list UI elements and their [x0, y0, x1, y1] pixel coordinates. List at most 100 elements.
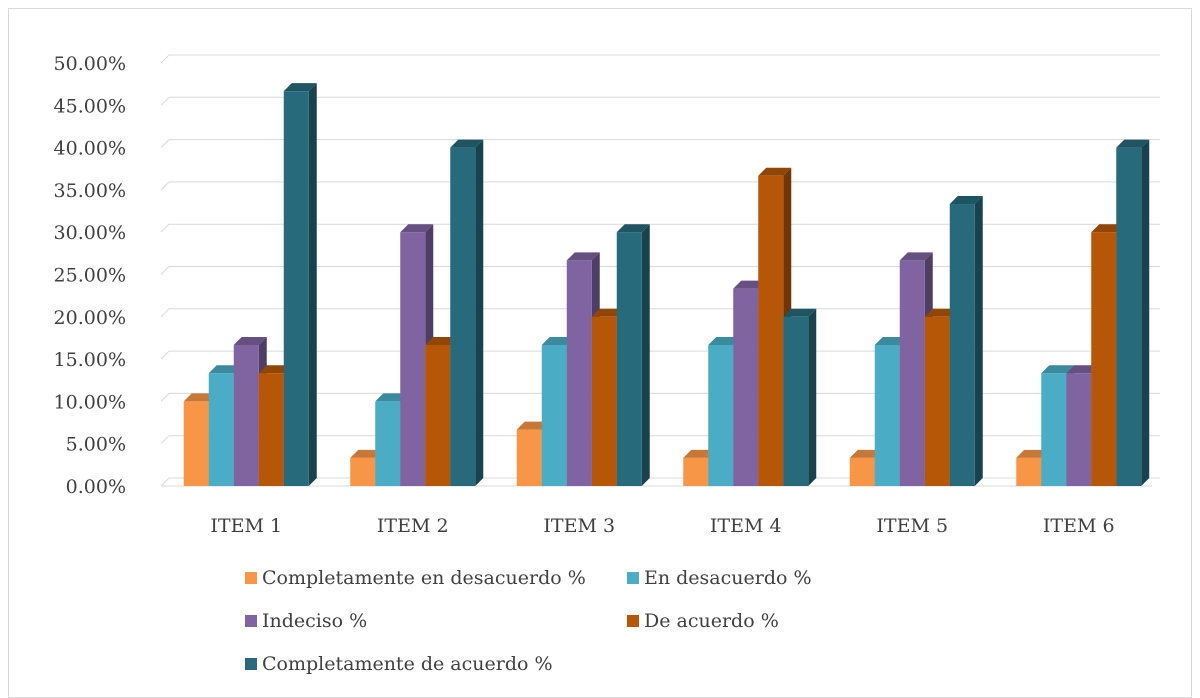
bar — [1116, 139, 1150, 486]
bar — [949, 196, 983, 486]
bar-front — [400, 232, 426, 486]
bar-front — [208, 373, 234, 486]
bar — [283, 83, 317, 486]
x-category-label: ITEM 5 — [876, 515, 948, 537]
y-tick-label: 30.00% — [54, 222, 126, 244]
bar-top — [924, 308, 958, 317]
bar-front — [849, 457, 875, 486]
bar-front — [450, 147, 476, 486]
bar-front — [758, 175, 784, 487]
bar-side — [308, 83, 317, 486]
legend-label: En desacuerdo % — [644, 567, 812, 589]
bar-top — [375, 393, 409, 402]
bar-top — [1091, 224, 1125, 233]
legend-item: Completamente en desacuerdo % — [245, 567, 586, 589]
bar-front — [350, 457, 376, 486]
bar-top — [541, 336, 575, 345]
bar-top — [425, 336, 459, 345]
legend-item: De acuerdo % — [627, 610, 779, 632]
bar-top — [516, 421, 550, 430]
bar-front — [283, 91, 309, 486]
bar-front — [733, 288, 759, 486]
bar-top — [350, 449, 384, 458]
y-tick-label: 5.00% — [66, 434, 126, 456]
gridline-depth — [160, 435, 170, 445]
bar-front — [783, 316, 809, 486]
legend-item: Completamente de acuerdo % — [245, 653, 553, 675]
gridline-depth — [160, 181, 170, 191]
bar-top — [874, 336, 908, 345]
legend-item: Indeciso % — [245, 610, 367, 632]
bar-top — [899, 252, 933, 261]
bar-front — [425, 344, 451, 486]
gridline-depth — [160, 266, 170, 275]
y-tick-label: 40.00% — [54, 138, 126, 160]
chart-frame: 0.00% 5.00% 10.00% 15.00% 20.00% 25.00% 30.00%… — [8, 8, 1192, 698]
bar-top — [733, 280, 767, 289]
legend-label: Completamente de acuerdo % — [262, 653, 553, 675]
bar-top — [450, 139, 484, 148]
bar-front — [183, 401, 209, 486]
bar-top — [183, 393, 217, 402]
bar-front — [1116, 147, 1142, 486]
bar-side — [1141, 139, 1150, 486]
bar-top — [283, 83, 317, 92]
bar-front — [1016, 457, 1042, 486]
bar-front — [258, 373, 284, 486]
bar-front — [1041, 373, 1067, 486]
bar-top — [1041, 365, 1075, 374]
bar-top — [683, 449, 717, 458]
legend-label: De acuerdo % — [644, 610, 779, 632]
gridline-depth — [160, 477, 170, 487]
bar-front — [683, 457, 709, 486]
bar-front — [708, 344, 734, 486]
bar-top — [616, 224, 650, 233]
bar-front — [1066, 373, 1092, 486]
bar-side — [974, 196, 983, 486]
x-category-label: ITEM 1 — [210, 515, 282, 537]
legend-swatch — [245, 572, 257, 584]
y-tick-label: 50.00% — [54, 53, 126, 75]
legend-swatch — [245, 658, 257, 670]
bars — [183, 83, 1150, 487]
bar-top — [258, 365, 292, 374]
y-tick-label: 35.00% — [54, 180, 126, 202]
x-category-label: ITEM 3 — [543, 515, 615, 537]
bar-side — [808, 308, 817, 486]
gridline-depth — [160, 308, 170, 318]
bar-top — [783, 308, 817, 317]
y-tick-label: 15.00% — [54, 349, 126, 371]
y-tick-label: 0.00% — [66, 476, 126, 498]
bar-front — [566, 260, 592, 486]
legend-item: En desacuerdo % — [627, 567, 812, 589]
legend-swatch — [245, 615, 257, 627]
gridline-depth — [160, 96, 170, 106]
bar-side — [641, 224, 650, 486]
bar-front — [949, 204, 975, 486]
bar-top — [849, 449, 883, 458]
bar-top — [1016, 449, 1050, 458]
bar-top — [566, 252, 600, 261]
x-category-label: ITEM 2 — [377, 515, 449, 537]
bar-front — [375, 401, 401, 486]
bar-top — [1116, 139, 1150, 148]
bar-front — [591, 316, 617, 486]
bar-top — [400, 224, 434, 233]
bar-top — [591, 308, 625, 317]
legend: Completamente en desacuerdo % En desacuer… — [245, 567, 812, 675]
legend-swatch — [627, 572, 639, 584]
gridline-depth — [160, 393, 170, 402]
x-category-label: ITEM 6 — [1043, 515, 1115, 537]
legend-swatch — [627, 615, 639, 627]
bar-front — [899, 260, 925, 486]
legend-label: Indeciso % — [262, 610, 367, 632]
chart: 0.00% 5.00% 10.00% 15.00% 20.00% 25.00% 30.00%… — [54, 53, 1160, 675]
bar-front — [516, 429, 542, 486]
gridlines — [160, 54, 1160, 487]
legend-label: Completamente en desacuerdo % — [262, 567, 586, 589]
y-tick-label: 20.00% — [54, 307, 126, 329]
bar-front — [541, 344, 567, 486]
bar-top — [708, 336, 742, 345]
bar-front — [1091, 232, 1117, 486]
y-tick-label: 45.00% — [54, 95, 126, 117]
